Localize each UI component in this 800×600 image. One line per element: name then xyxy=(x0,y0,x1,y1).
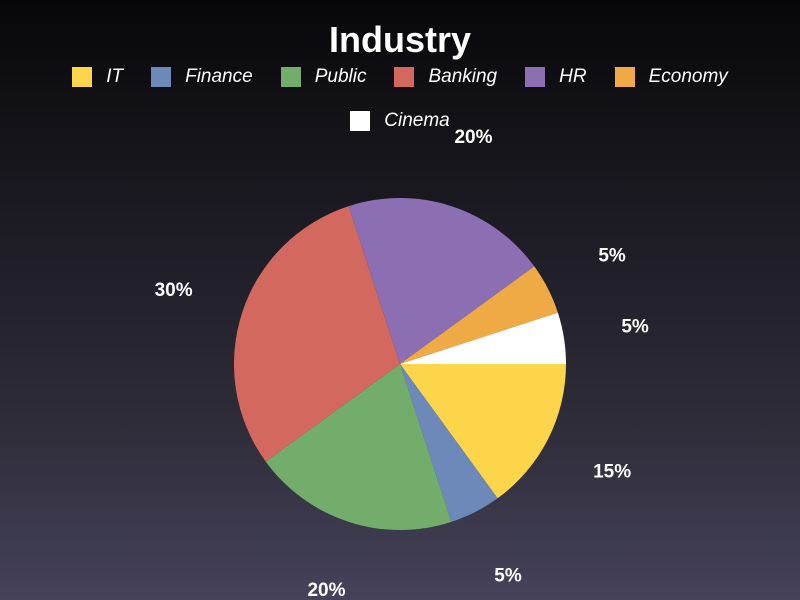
legend-item-finance: Finance xyxy=(151,66,253,88)
legend-label-it: IT xyxy=(106,66,124,87)
legend-label-hr: HR xyxy=(559,66,587,87)
legend-label-finance: Finance xyxy=(185,66,253,87)
legend-swatch-cinema xyxy=(350,111,371,131)
data-label-cinema: 5% xyxy=(621,316,649,337)
legend-swatch-it xyxy=(72,67,93,87)
data-label-hr: 20% xyxy=(454,127,492,148)
data-label-finance: 5% xyxy=(494,566,522,587)
pie-slice-finance xyxy=(400,364,498,522)
legend-item-hr: HR xyxy=(525,66,587,88)
legend-label-banking: Banking xyxy=(428,66,498,87)
legend-label-economy: Economy xyxy=(648,66,728,87)
pie-slice-economy xyxy=(400,266,558,364)
legend-swatch-banking xyxy=(394,67,415,87)
chart-title: Industry xyxy=(328,19,471,60)
legend-swatch-hr xyxy=(525,67,546,87)
pie-slice-hr xyxy=(348,197,535,364)
legend-item-banking: Banking xyxy=(394,66,497,88)
legend-item-it: IT xyxy=(72,66,123,88)
data-label-economy: 5% xyxy=(598,246,626,267)
pie-slice-cinema xyxy=(400,312,566,364)
legend-item-cinema: Cinema xyxy=(350,110,450,132)
legend-label-public: Public xyxy=(314,66,367,87)
pie-slice-public xyxy=(265,364,452,531)
data-label-it: 15% xyxy=(593,462,631,483)
data-label-banking: 30% xyxy=(155,280,193,301)
legend-swatch-economy xyxy=(614,67,635,87)
pie-slice-it xyxy=(400,364,566,499)
pie-slice-banking xyxy=(233,206,400,462)
legend-item-economy: Economy xyxy=(614,66,728,88)
data-label-public: 20% xyxy=(307,580,345,600)
chart-legend: IT Finance Public Banking HR Economy Cinema xyxy=(40,66,760,132)
legend-swatch-finance xyxy=(151,67,172,87)
legend-item-public: Public xyxy=(280,66,367,88)
legend-label-cinema: Cinema xyxy=(384,110,450,131)
legend-swatch-public xyxy=(280,67,301,87)
